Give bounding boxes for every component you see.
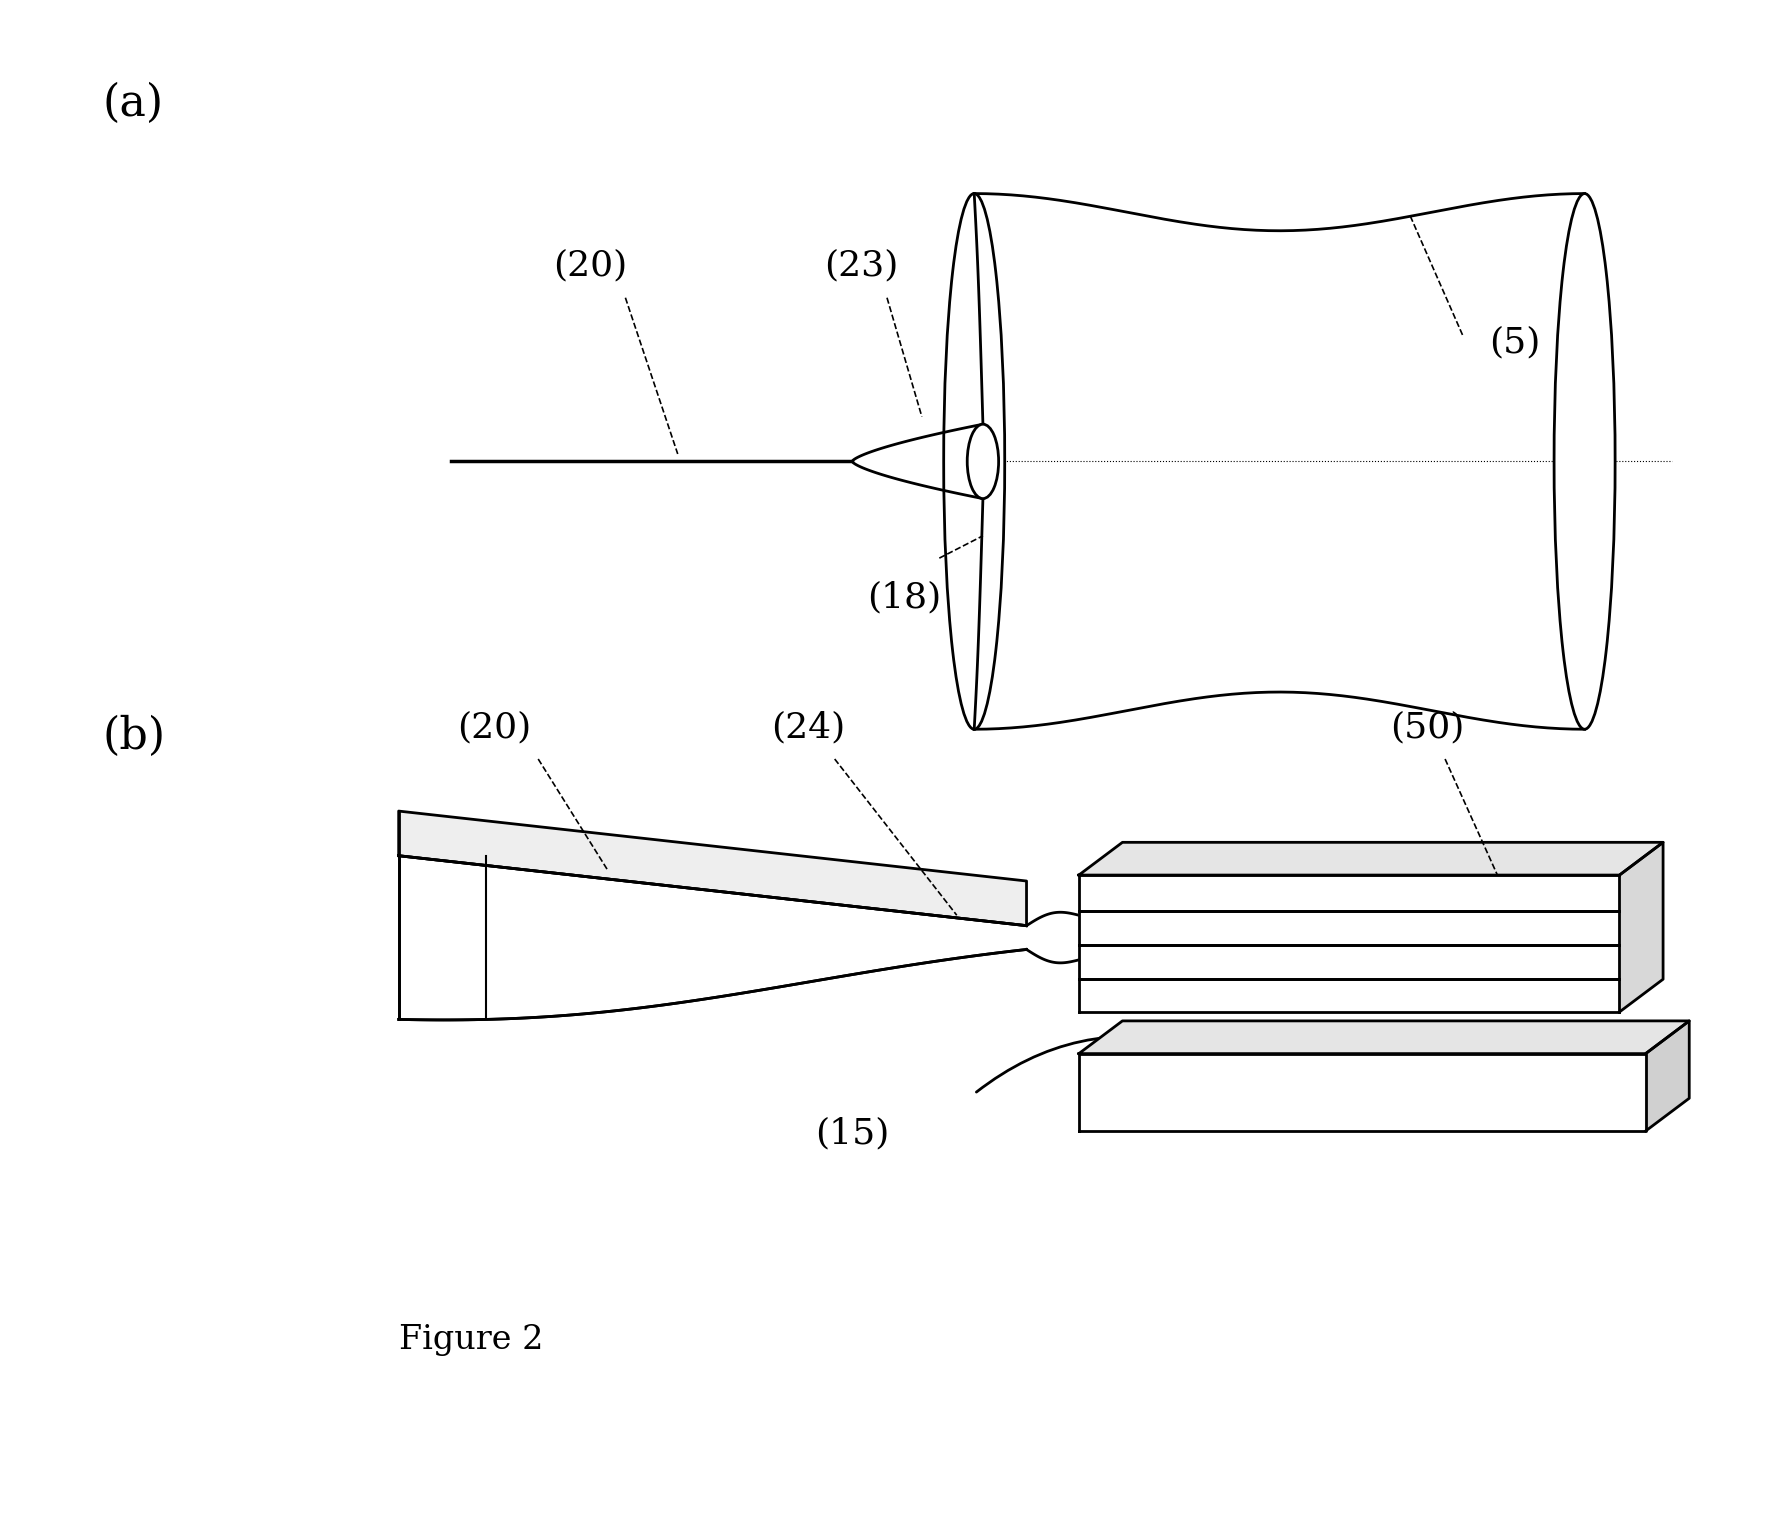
Ellipse shape [966, 424, 998, 498]
Polygon shape [399, 856, 1027, 1020]
Text: (24): (24) [771, 710, 846, 744]
Text: (20): (20) [457, 710, 532, 744]
Text: (20): (20) [553, 249, 628, 282]
Polygon shape [1078, 911, 1619, 946]
Text: (b): (b) [103, 715, 165, 757]
Ellipse shape [1553, 194, 1613, 729]
Text: Figure 2: Figure 2 [399, 1324, 543, 1357]
Text: (5): (5) [1488, 325, 1539, 360]
Polygon shape [1078, 979, 1619, 1013]
Text: (18): (18) [867, 580, 941, 615]
Polygon shape [1078, 874, 1619, 911]
Text: (a): (a) [103, 82, 163, 124]
Polygon shape [1078, 1053, 1645, 1131]
Polygon shape [1078, 1022, 1688, 1053]
Polygon shape [1619, 842, 1661, 1013]
Text: (50): (50) [1390, 710, 1464, 744]
Text: (23): (23) [823, 249, 897, 282]
Polygon shape [1078, 946, 1619, 979]
Polygon shape [399, 811, 1027, 926]
Ellipse shape [943, 194, 1004, 729]
Text: (15): (15) [814, 1116, 888, 1151]
Polygon shape [1078, 842, 1661, 874]
Polygon shape [1645, 1022, 1688, 1131]
